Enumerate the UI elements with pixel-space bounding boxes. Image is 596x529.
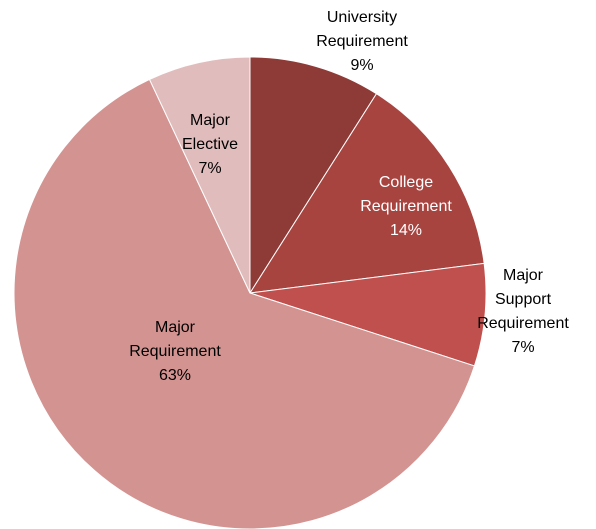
slice-category-label: University (327, 9, 397, 26)
slice-category-label: Requirement (477, 315, 569, 332)
slice-category-label: Requirement (129, 343, 221, 360)
pie-slice (249, 93, 485, 294)
slice-data-label: University Requirement 9% (316, 9, 408, 74)
slice-data-label: Major Elective 7% (182, 112, 238, 177)
slice-category-label: Elective (182, 136, 238, 153)
slice-category-label: College (379, 174, 433, 191)
slice-data-label: Major Support Requirement 7% (477, 267, 569, 356)
slice-category-label: Requirement (360, 198, 452, 215)
slice-category-label: Major (155, 319, 196, 336)
pie-slice (249, 56, 378, 295)
slice-category-label: Support (495, 291, 552, 308)
pie-slice (249, 262, 487, 367)
slice-data-label: College Requirement 14% (360, 174, 452, 239)
slice-percent-label: 7% (198, 160, 221, 177)
pie-slice (13, 78, 476, 529)
slice-percent-label: 14% (390, 222, 422, 239)
pie-slice (148, 56, 251, 294)
slice-percent-label: 63% (159, 367, 191, 384)
slice-data-label: Major Requirement 63% (129, 319, 221, 384)
slice-category-label: Requirement (316, 33, 408, 50)
slice-percent-label: 9% (350, 57, 373, 74)
slice-category-label: Major (503, 267, 544, 284)
slice-percent-label: 7% (511, 339, 534, 356)
slice-category-label: Major (190, 112, 231, 129)
